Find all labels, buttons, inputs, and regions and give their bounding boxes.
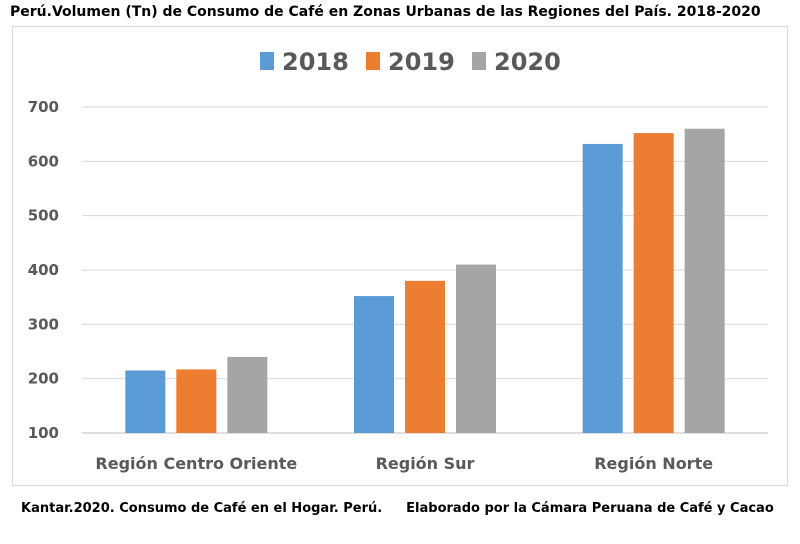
legend-swatch-2020 [472,52,486,70]
y-tick-label-300: 300 [28,315,59,333]
bar-2020-1 [227,356,268,433]
y-tick-label-400: 400 [28,261,59,279]
y-tick-label-500: 500 [28,207,59,225]
bar-2020-3 [684,128,725,433]
bar-2020-2 [456,264,496,433]
bar-2019-1 [176,369,217,433]
legend-label-2019: 2019 [388,48,455,76]
x-tick-label-1: Región Centro Oriente [95,454,297,473]
legend: 2018 2019 2020 [260,48,561,76]
credit-note: Elaborado por la Cámara Peruana de Café … [406,501,774,516]
legend-swatch-2018 [260,52,274,70]
x-tick-label-2: Región Sur [376,454,475,473]
legend-label-2020: 2020 [494,48,561,76]
bar-2018-1 [125,370,166,433]
y-tick-label-700: 700 [28,98,59,116]
chart-frame [12,26,788,486]
footer: Kantar.2020. Consumo de Café en el Hogar… [21,501,774,516]
bar-2019-3 [633,133,674,433]
y-tick-label-600: 600 [28,152,59,170]
y-tick-label-200: 200 [28,370,59,388]
legend-swatch-2019 [366,52,380,70]
bar-2018-2 [354,296,394,433]
y-tick-label-100: 100 [28,424,59,442]
chart-title: Perú.Volumen (Tn) de Consumo de Café en … [10,4,761,20]
legend-label-2018: 2018 [282,48,349,76]
x-axis: Región Centro Oriente Región Sur Región No… [95,454,713,473]
x-tick-label-3: Región Norte [594,454,713,473]
y-axis: 100 200 300 400 500 600 700 [28,98,59,442]
bars [125,128,725,434]
bar-2018-3 [582,143,623,434]
source-note: Kantar.2020. Consumo de Café en el Hogar… [21,501,383,516]
bar-2019-2 [405,280,445,433]
